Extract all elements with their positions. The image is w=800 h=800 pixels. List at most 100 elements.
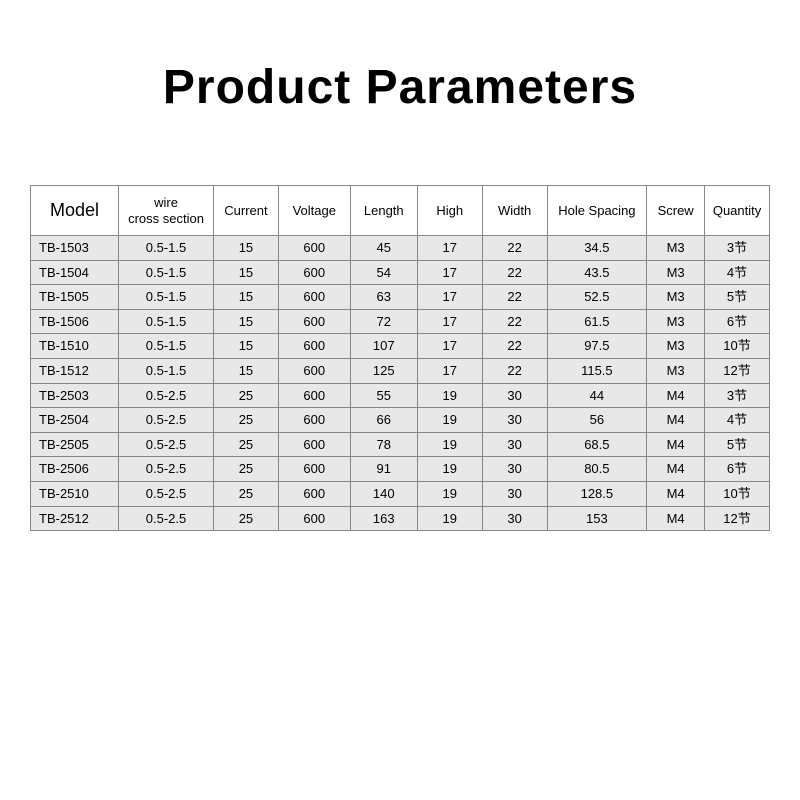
table-cell: 25: [214, 506, 279, 531]
table-cell: TB-2512: [31, 506, 119, 531]
table-row: TB-15100.5-1.515600107172297.5M310节: [31, 334, 770, 359]
table-cell: 17: [417, 285, 482, 310]
table-cell: 61.5: [547, 309, 647, 334]
table-cell: 107: [350, 334, 417, 359]
table-cell: 22: [482, 260, 547, 285]
table-cell: 25: [214, 383, 279, 408]
table-cell: 17: [417, 236, 482, 261]
table-cell: 600: [278, 285, 350, 310]
table-cell: 54: [350, 260, 417, 285]
table-cell: 68.5: [547, 432, 647, 457]
table-cell: 0.5-2.5: [119, 481, 214, 506]
table-cell: 25: [214, 432, 279, 457]
table-cell: 63: [350, 285, 417, 310]
table-cell: 600: [278, 408, 350, 433]
table-cell: 0.5-2.5: [119, 383, 214, 408]
table-row: TB-15040.5-1.51560054172243.5M34节: [31, 260, 770, 285]
table-body: TB-15030.5-1.51560045172234.5M33节TB-1504…: [31, 236, 770, 531]
table-cell: 52.5: [547, 285, 647, 310]
table-cell: 19: [417, 506, 482, 531]
table-cell: 44: [547, 383, 647, 408]
table-row: TB-25120.5-2.5256001631930153M412节: [31, 506, 770, 531]
table-cell: M3: [647, 260, 705, 285]
header-screw: Screw: [647, 186, 705, 236]
table-cell: 15: [214, 260, 279, 285]
header-quantity: Quantity: [705, 186, 770, 236]
table-cell: 10节: [705, 481, 770, 506]
table-cell: 22: [482, 334, 547, 359]
table-cell: 25: [214, 481, 279, 506]
table-cell: TB-1504: [31, 260, 119, 285]
table-cell: 22: [482, 358, 547, 383]
table-cell: TB-1505: [31, 285, 119, 310]
table-cell: 55: [350, 383, 417, 408]
table-cell: 600: [278, 236, 350, 261]
table-row: TB-25060.5-2.52560091193080.5M46节: [31, 457, 770, 482]
table-row: TB-15030.5-1.51560045172234.5M33节: [31, 236, 770, 261]
header-current: Current: [214, 186, 279, 236]
table-cell: 0.5-1.5: [119, 358, 214, 383]
table-cell: 56: [547, 408, 647, 433]
table-row: TB-15050.5-1.51560063172252.5M35节: [31, 285, 770, 310]
page-title: Product Parameters: [163, 60, 637, 115]
table-row: TB-25050.5-2.52560078193068.5M45节: [31, 432, 770, 457]
table-cell: 0.5-2.5: [119, 457, 214, 482]
table-cell: TB-2510: [31, 481, 119, 506]
table-cell: TB-1503: [31, 236, 119, 261]
table-cell: 17: [417, 334, 482, 359]
table-cell: 80.5: [547, 457, 647, 482]
page-container: Product Parameters Model wirecross secti…: [0, 0, 800, 800]
table-cell: M3: [647, 334, 705, 359]
table-cell: M3: [647, 285, 705, 310]
table-cell: M4: [647, 408, 705, 433]
table-container: Model wirecross section Current Voltage …: [0, 185, 800, 531]
table-cell: 153: [547, 506, 647, 531]
table-cell: 6节: [705, 457, 770, 482]
table-cell: M4: [647, 432, 705, 457]
table-cell: TB-2505: [31, 432, 119, 457]
table-cell: 30: [482, 481, 547, 506]
table-row: TB-25040.5-2.52560066193056M44节: [31, 408, 770, 433]
table-cell: 0.5-1.5: [119, 309, 214, 334]
table-cell: M3: [647, 358, 705, 383]
table-cell: 25: [214, 457, 279, 482]
table-cell: 0.5-1.5: [119, 236, 214, 261]
table-cell: 600: [278, 334, 350, 359]
header-length: Length: [350, 186, 417, 236]
table-cell: 78: [350, 432, 417, 457]
table-cell: TB-2504: [31, 408, 119, 433]
table-cell: 15: [214, 285, 279, 310]
table-cell: 34.5: [547, 236, 647, 261]
table-cell: 25: [214, 408, 279, 433]
table-cell: 600: [278, 309, 350, 334]
table-cell: 17: [417, 309, 482, 334]
table-cell: TB-1510: [31, 334, 119, 359]
table-cell: 600: [278, 260, 350, 285]
table-cell: 163: [350, 506, 417, 531]
table-cell: 17: [417, 358, 482, 383]
table-cell: 600: [278, 506, 350, 531]
table-cell: 91: [350, 457, 417, 482]
table-cell: 5节: [705, 285, 770, 310]
table-cell: 115.5: [547, 358, 647, 383]
table-cell: 128.5: [547, 481, 647, 506]
table-row: TB-25030.5-2.52560055193044M43节: [31, 383, 770, 408]
table-cell: TB-2506: [31, 457, 119, 482]
table-cell: 4节: [705, 260, 770, 285]
table-cell: 72: [350, 309, 417, 334]
table-cell: 0.5-2.5: [119, 408, 214, 433]
table-cell: 30: [482, 506, 547, 531]
table-cell: M4: [647, 506, 705, 531]
header-model: Model: [31, 186, 119, 236]
table-cell: 0.5-1.5: [119, 285, 214, 310]
header-voltage: Voltage: [278, 186, 350, 236]
table-cell: 19: [417, 383, 482, 408]
table-cell: 22: [482, 285, 547, 310]
table-cell: 30: [482, 383, 547, 408]
table-cell: 4节: [705, 408, 770, 433]
table-cell: TB-1512: [31, 358, 119, 383]
table-cell: 0.5-1.5: [119, 260, 214, 285]
table-cell: 140: [350, 481, 417, 506]
table-cell: M4: [647, 457, 705, 482]
table-cell: 19: [417, 432, 482, 457]
